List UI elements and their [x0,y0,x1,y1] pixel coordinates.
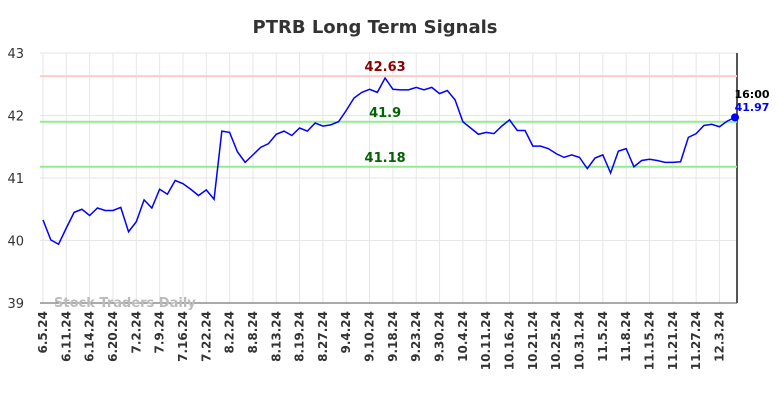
last-value: 41.97 [735,101,770,114]
x-tick-label: 6.5.24 [36,311,50,354]
x-tick-label: 9.23.24 [409,311,423,362]
x-tick-label: 10.4.24 [456,311,470,362]
x-tick-label: 10.31.24 [572,311,586,370]
y-tick-label: 42 [7,110,24,125]
x-tick-label: 11.8.24 [619,311,633,362]
y-tick-label: 43 [7,47,24,62]
x-tick-label: 6.11.24 [59,311,73,362]
x-tick-label: 11.5.24 [596,311,610,362]
last-time: 16:00 [734,88,769,101]
x-tick-label: 8.27.24 [316,311,330,362]
y-tick-label: 39 [7,297,24,312]
y-tick-label: 40 [7,235,24,250]
x-tick-label: 10.11.24 [479,311,493,370]
y-tick-label: 41 [7,172,24,187]
x-tick-label: 9.4.24 [339,311,353,354]
x-tick-label: 11.15.24 [642,311,656,370]
x-tick-label: 11.21.24 [666,311,680,370]
x-tick-label: 10.25.24 [549,311,563,370]
x-tick-label: 9.10.24 [363,311,377,362]
x-tick-label: 10.16.24 [503,311,517,370]
x-tick-label: 8.13.24 [269,311,283,362]
x-tick-label: 7.16.24 [176,311,190,362]
x-tick-label: 6.20.24 [106,311,120,362]
x-tick-label: 12.3.24 [712,311,726,362]
x-tick-label: 8.19.24 [293,311,307,362]
price-line [42,76,736,246]
watermark: Stock Traders Daily [54,296,196,311]
signal-label: 41.9 [369,106,401,121]
x-tick-label: 6.14.24 [83,311,97,362]
x-tick-label: 7.2.24 [129,311,143,354]
x-tick-label: 9.30.24 [433,311,447,362]
x-tick-label: 9.18.24 [386,311,400,362]
signal-label: 41.18 [365,151,406,166]
x-tick-label: 8.8.24 [246,311,260,354]
chart-title: PTRB Long Term Signals [253,17,498,38]
x-tick-label: 8.2.24 [223,311,237,354]
x-tick-label: 10.21.24 [526,311,540,370]
signal-label: 42.63 [365,60,406,75]
x-tick-label: 7.22.24 [199,311,213,362]
x-tick-label: 7.9.24 [153,311,167,354]
last-point [731,113,739,122]
x-tick-label: 11.27.24 [689,311,703,370]
